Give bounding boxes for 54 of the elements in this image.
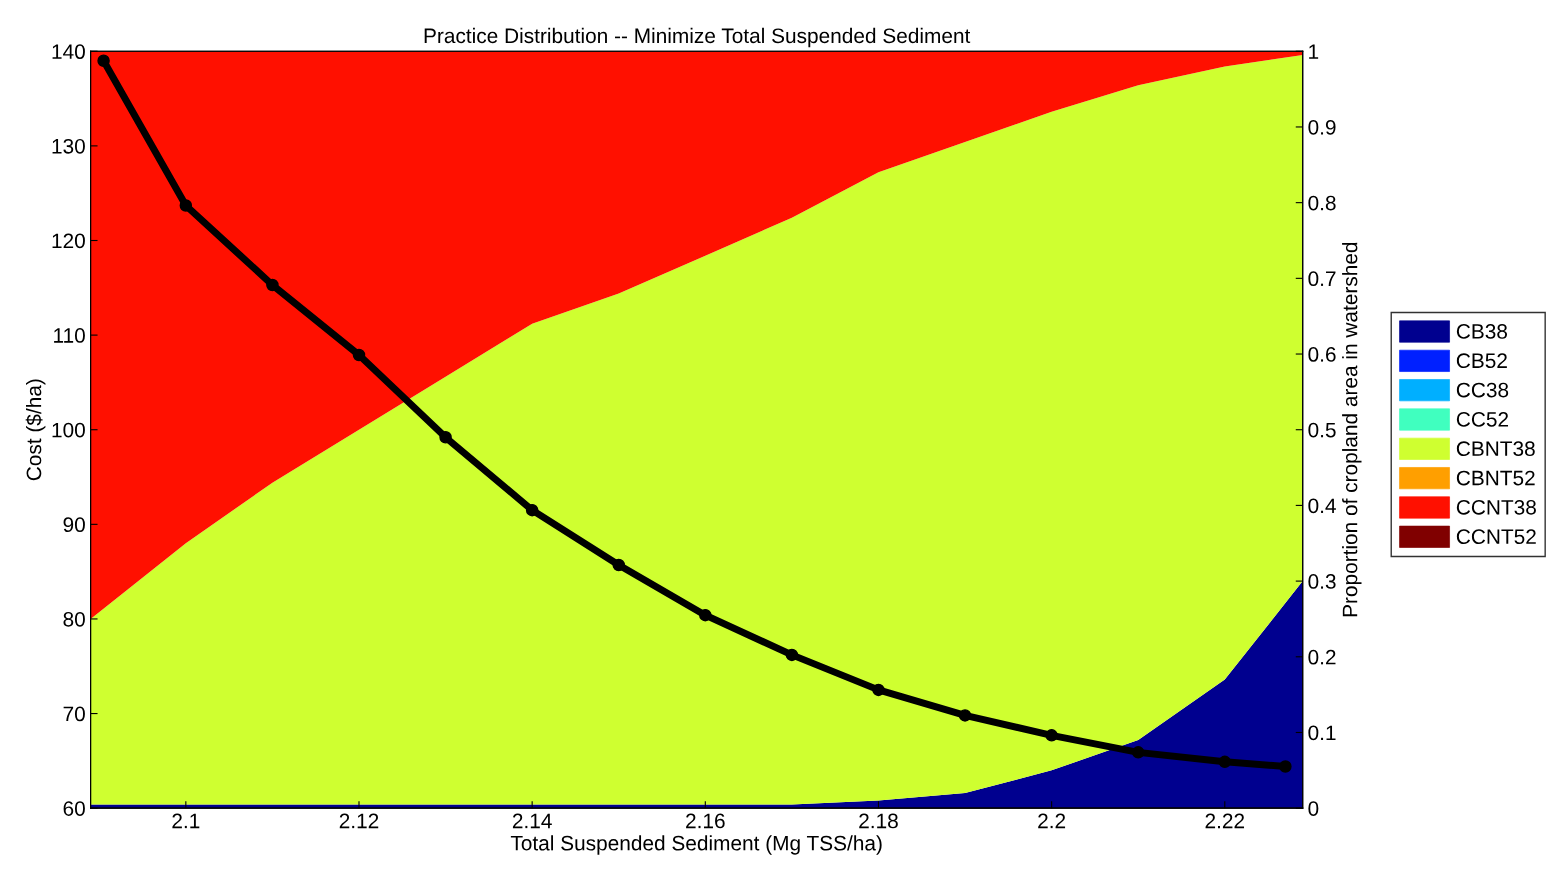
x-tick-label: 2.12 xyxy=(339,813,379,829)
y-tick-label: 120 xyxy=(52,233,85,249)
x-tick-label: 2.2 xyxy=(1038,813,1066,829)
point xyxy=(97,54,110,67)
y-tick-label: 140 xyxy=(52,44,85,60)
y2-tick-label: 0 xyxy=(1308,801,1319,816)
point xyxy=(179,199,193,212)
y2-tick-label: 0.2 xyxy=(1308,649,1336,665)
point xyxy=(266,278,279,292)
legend-label: CBNT52 xyxy=(1456,470,1535,486)
legend-label: CBNT38 xyxy=(1456,441,1535,457)
point xyxy=(1131,746,1145,759)
x-tick-label: 2.14 xyxy=(512,813,552,829)
x-tick-label: 2.22 xyxy=(1205,813,1245,829)
point xyxy=(699,608,712,622)
x-tick-label: 2.1 xyxy=(172,813,200,829)
y-axis-title: Cost ($/ha) xyxy=(25,379,46,481)
y2-tick-label: 0.5 xyxy=(1308,422,1336,438)
point xyxy=(612,558,625,572)
point xyxy=(1045,729,1058,742)
y2-tick-label: 0.7 xyxy=(1308,271,1336,287)
legend-label: CCNT38 xyxy=(1456,499,1536,515)
point xyxy=(352,348,366,362)
y2-tick-label: 0.8 xyxy=(1308,195,1336,211)
y-tick-label: 60 xyxy=(63,801,85,816)
y2-tick-label: 0.9 xyxy=(1308,119,1336,135)
point xyxy=(785,648,799,662)
x-axis-title: Total Suspended Sediment (Mg TSS/ha) xyxy=(510,835,882,855)
y2-axis-title: Proportion of cropland area in watershed xyxy=(1342,242,1362,617)
y2-tick-label: 0.1 xyxy=(1308,725,1336,741)
y2-tick-label: 0.6 xyxy=(1308,347,1336,362)
y-tick-label: 80 xyxy=(63,611,85,627)
y-tick-label: 70 xyxy=(63,706,85,722)
legend-label: CB52 xyxy=(1456,353,1507,369)
y-tick-label: 100 xyxy=(52,422,85,438)
y2-tick-label: 1 xyxy=(1309,44,1319,59)
point xyxy=(1218,755,1232,769)
point xyxy=(958,709,972,722)
legend-label: CC38 xyxy=(1456,382,1509,398)
y2-tick-label: 0.4 xyxy=(1308,498,1336,514)
y2-tick-label: 0.3 xyxy=(1308,574,1336,589)
y-tick-label: 90 xyxy=(63,517,85,533)
point xyxy=(525,503,539,517)
x-tick-label: 2.18 xyxy=(859,813,898,829)
point xyxy=(1279,760,1292,773)
point xyxy=(872,683,885,697)
legend-label: CB38 xyxy=(1456,324,1508,339)
legend-label: CC52 xyxy=(1456,411,1509,427)
legend-label: CCNT52 xyxy=(1456,529,1536,545)
point xyxy=(439,431,452,444)
y-tick-label: 110 xyxy=(54,328,85,343)
y-tick-label: 130 xyxy=(52,138,85,154)
x-tick-label: 2.16 xyxy=(686,813,725,829)
chart-title: Practice Distribution -- Minimize Total Suspended Sediment xyxy=(424,27,971,48)
